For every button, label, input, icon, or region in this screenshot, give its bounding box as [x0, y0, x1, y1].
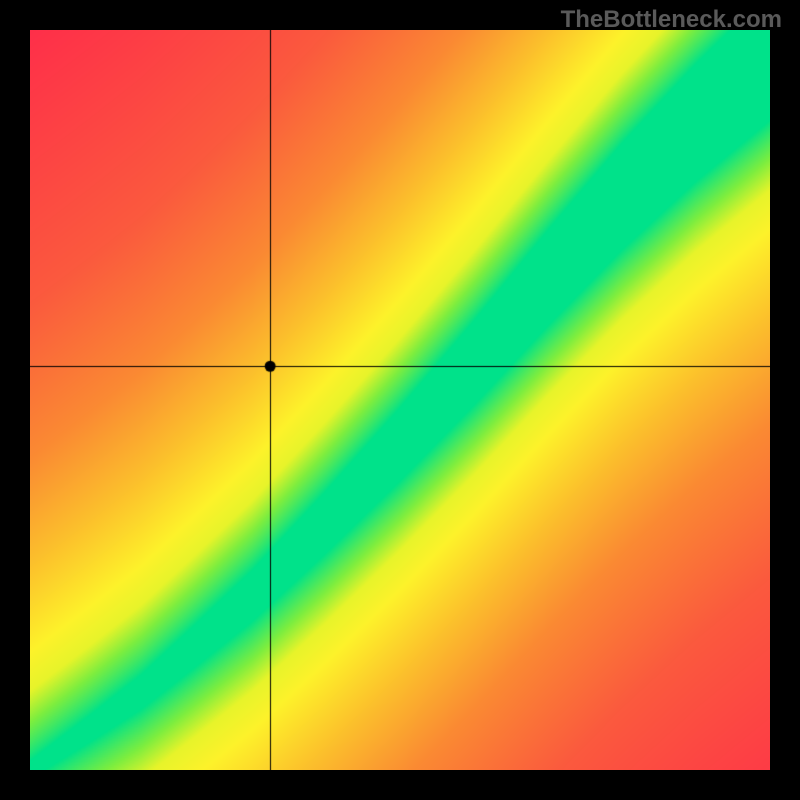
bottleneck-heatmap [30, 30, 770, 770]
heatmap-canvas [30, 30, 770, 770]
watermark-text: TheBottleneck.com [561, 6, 782, 34]
